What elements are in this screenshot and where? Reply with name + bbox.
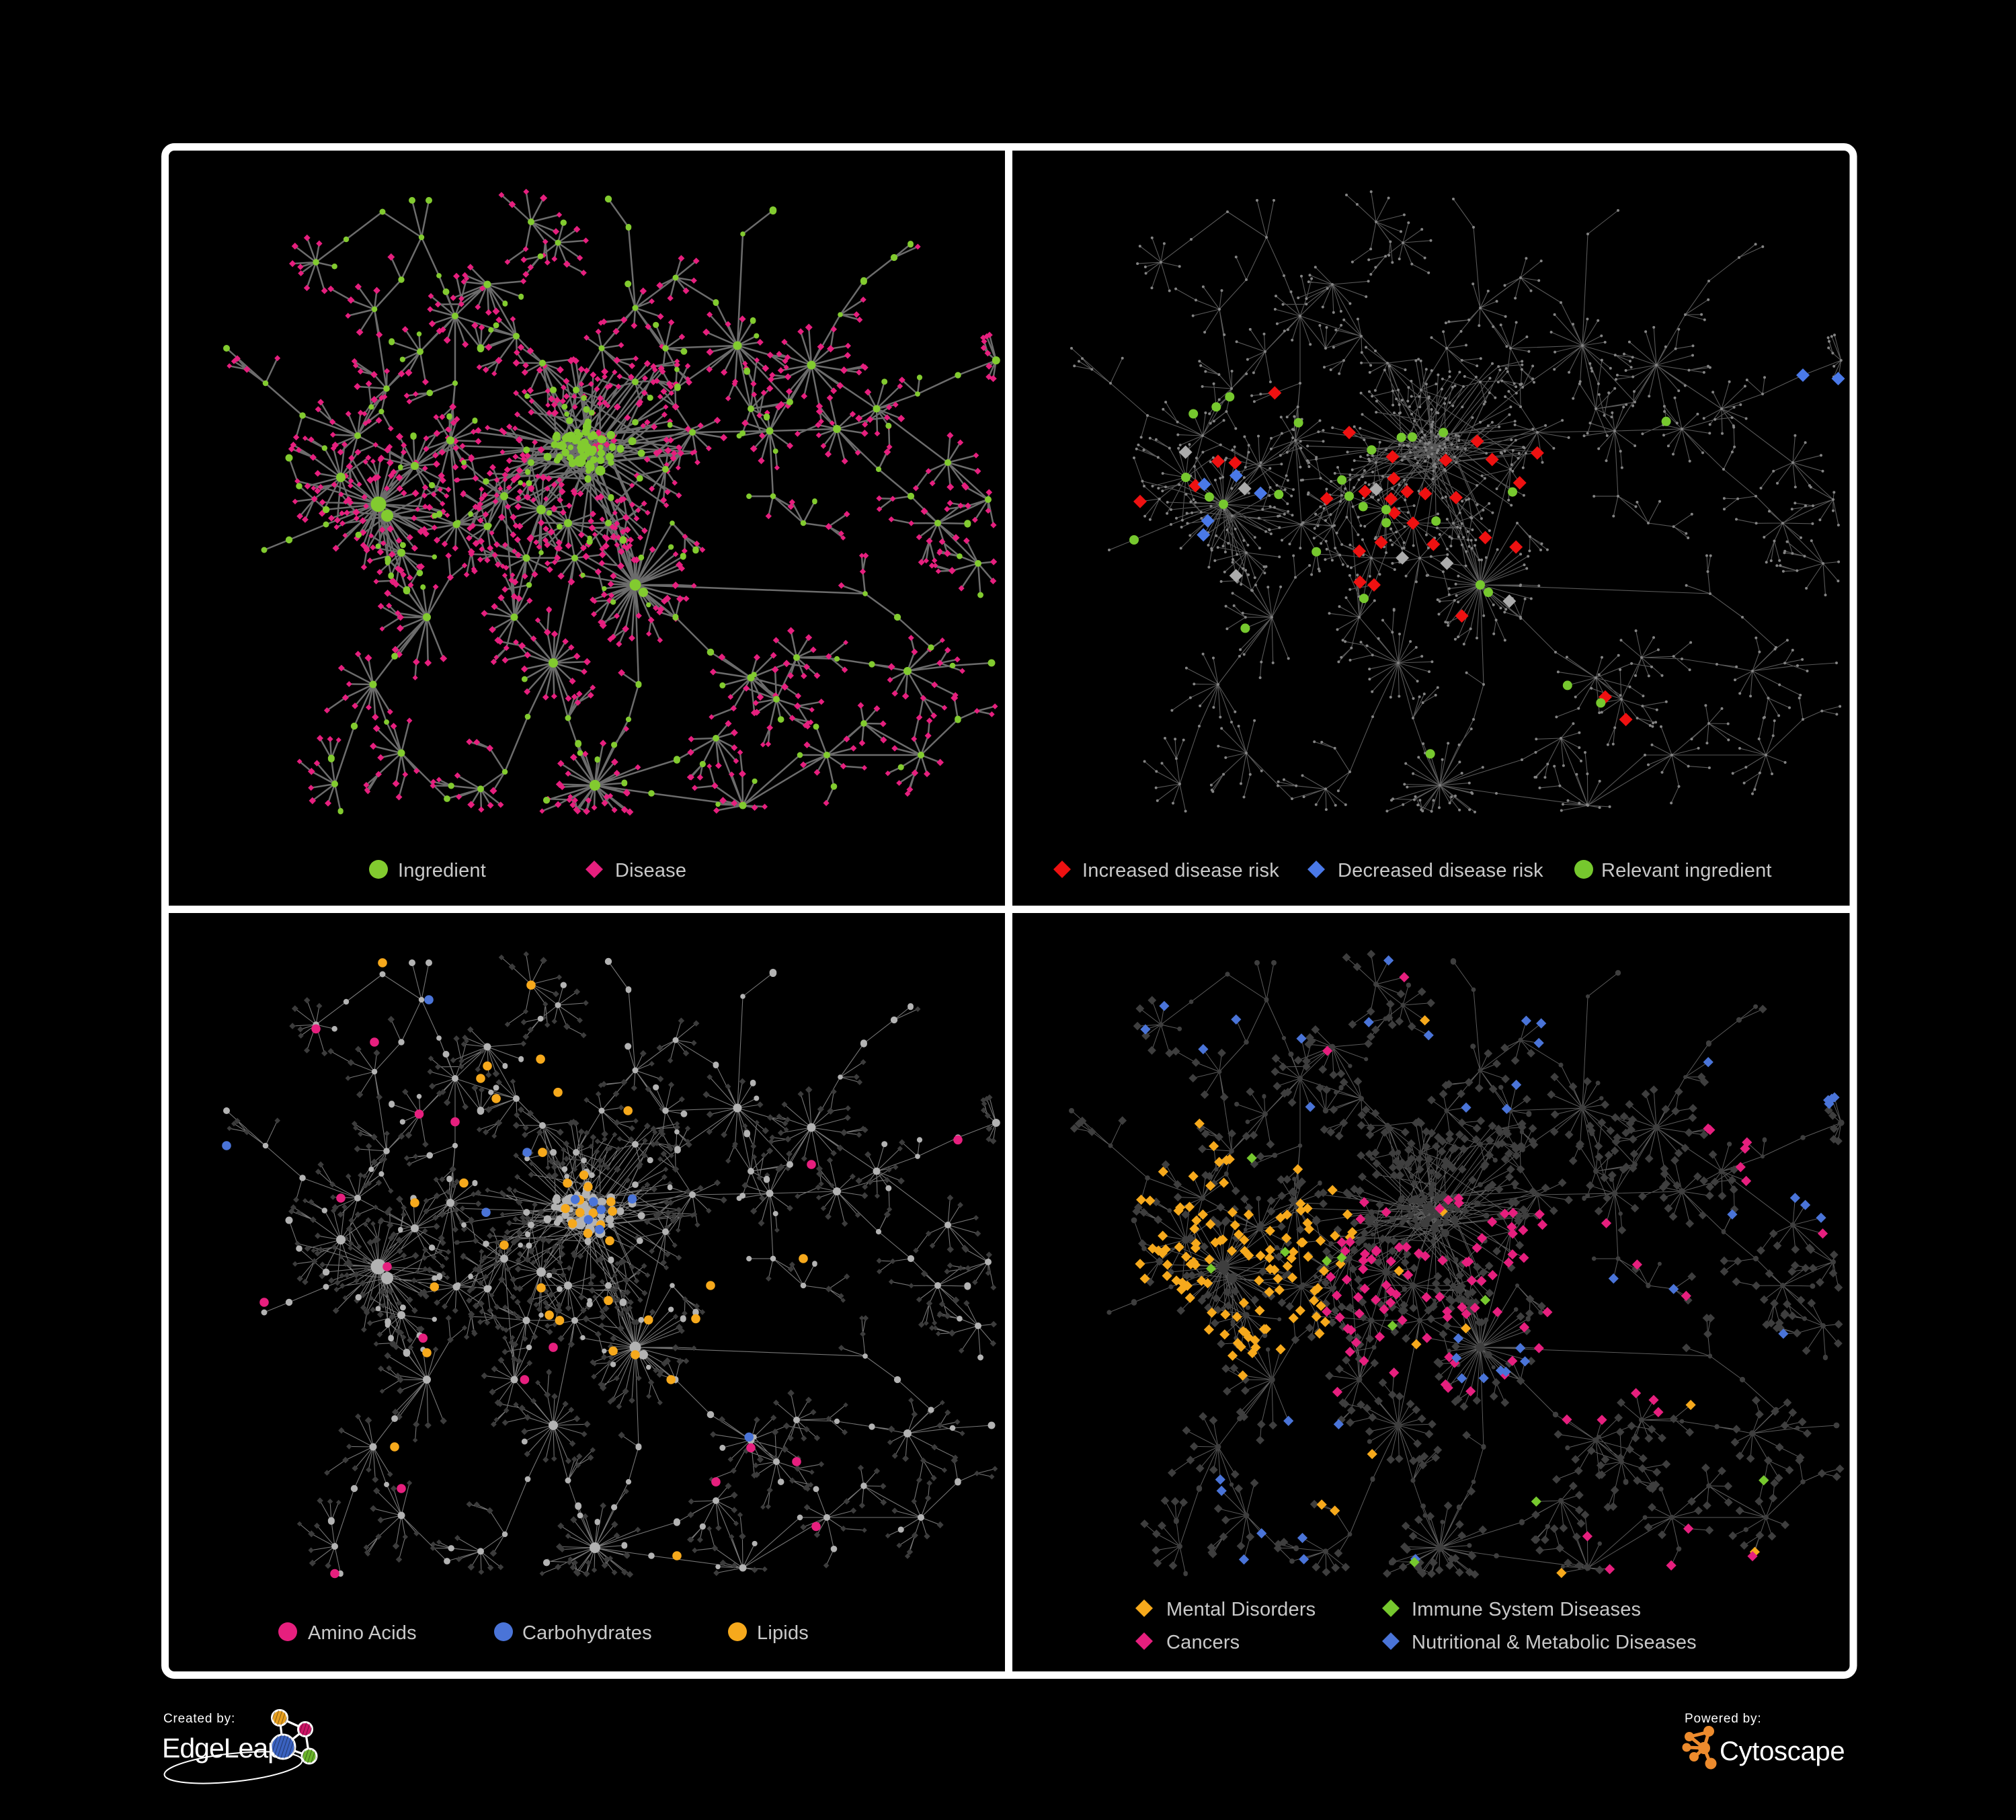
svg-text:Immune System Diseases: Immune System Diseases — [1412, 1599, 1641, 1620]
svg-text:Disease: Disease — [615, 860, 686, 881]
svg-text:Created by:: Created by: — [163, 1712, 235, 1726]
svg-text:Cancers: Cancers — [1166, 1632, 1240, 1653]
svg-text:Cytoscape: Cytoscape — [1720, 1737, 1845, 1766]
svg-text:Ingredient: Ingredient — [398, 860, 486, 881]
svg-text:Increased disease risk: Increased disease risk — [1082, 860, 1279, 881]
svg-text:Decreased disease risk: Decreased disease risk — [1338, 860, 1543, 881]
svg-text:Powered by:: Powered by: — [1685, 1712, 1761, 1726]
svg-text:EdgeLeap: EdgeLeap — [162, 1733, 282, 1764]
svg-text:Relevant ingredient: Relevant ingredient — [1601, 860, 1772, 881]
svg-text:Amino Acids: Amino Acids — [308, 1622, 417, 1644]
svg-text:Nutritional & Metabolic Diseas: Nutritional & Metabolic Diseases — [1412, 1632, 1697, 1653]
svg-text:Carbohydrates: Carbohydrates — [522, 1622, 652, 1644]
svg-text:Mental Disorders: Mental Disorders — [1166, 1599, 1316, 1620]
svg-text:Lipids: Lipids — [757, 1622, 809, 1644]
